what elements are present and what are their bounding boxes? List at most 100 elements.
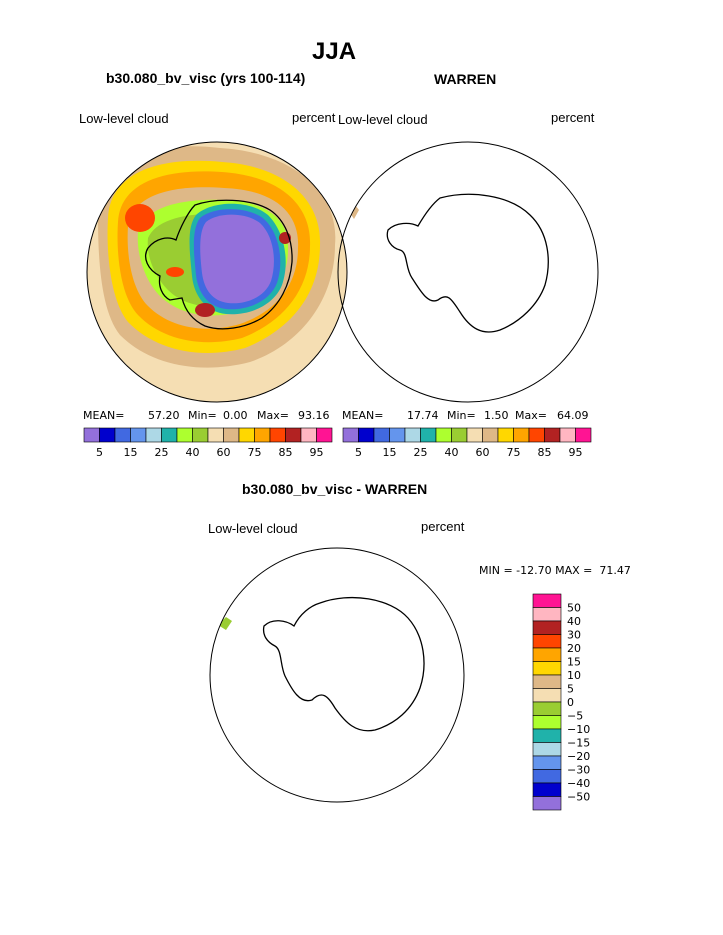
colorbar-swatch — [532, 782, 562, 797]
colorbar-tick-label: 5 — [355, 446, 362, 459]
panel2-min-value: 1.50 — [484, 409, 509, 422]
panel1-units-label: percent — [292, 110, 336, 125]
colorbar-swatch — [358, 427, 375, 443]
colorbar-tick-label: −5 — [567, 710, 583, 723]
colorbar-swatch — [532, 607, 562, 622]
colorbar-swatch — [532, 674, 562, 689]
colorbar-tick-label: 5 — [567, 683, 574, 696]
colorbar-swatch — [192, 427, 209, 443]
colorbar-swatch — [532, 661, 562, 676]
colorbar-swatch — [532, 728, 562, 743]
colorbar-tick-label: 50 — [567, 602, 581, 615]
colorbar-swatch — [238, 427, 255, 443]
colorbar-tick-label: −30 — [567, 764, 590, 777]
panel2-max-label: Max= — [515, 409, 547, 422]
colorbar-swatch — [532, 593, 562, 608]
colorbar-swatch — [404, 427, 421, 443]
panel2-units-label: percent — [551, 110, 595, 125]
colorbar-swatch — [285, 427, 302, 443]
colorbar-tick-label: 15 — [124, 446, 138, 459]
panel2-map — [337, 141, 599, 403]
colorbar-tick-label: 0 — [567, 696, 574, 709]
colorbar-swatch — [532, 715, 562, 730]
colorbar-swatch — [176, 427, 193, 443]
contour-spot-red-2 — [166, 267, 184, 277]
colorbar-swatch — [532, 769, 562, 784]
colorbar-tick-label: −50 — [567, 791, 590, 804]
panel1-max-value: 93.16 — [298, 409, 330, 422]
colorbar-tick-label: 40 — [445, 446, 459, 459]
colorbar-swatch — [269, 427, 286, 443]
panel1-max-label: Max= — [257, 409, 289, 422]
panel1-map — [86, 141, 348, 403]
panel2-min-label: Min= — [447, 409, 476, 422]
colorbar-tick-label: 40 — [186, 446, 200, 459]
colorbar-tick-label: 25 — [414, 446, 428, 459]
colorbar-swatch — [145, 427, 162, 443]
colorbar-swatch — [83, 427, 100, 443]
colorbar-swatch — [513, 427, 530, 443]
panel3-subtitle: b30.080_bv_visc - WARREN — [242, 481, 428, 497]
colorbar-swatch — [223, 427, 240, 443]
colorbar-tick-label: 40 — [567, 615, 581, 628]
colorbar-tick-label: −15 — [567, 737, 590, 750]
colorbar-swatch — [254, 427, 271, 443]
panel3-map — [209, 547, 465, 803]
colorbar-tick-label: 85 — [538, 446, 552, 459]
colorbar-tick-label: 95 — [569, 446, 583, 459]
colorbar-swatch — [451, 427, 468, 443]
colorbar-tick-label: 95 — [310, 446, 324, 459]
colorbar-swatch — [575, 427, 592, 443]
panel1-map-boundary — [86, 141, 348, 403]
colorbar-tick-label: 60 — [476, 446, 490, 459]
panel1-coastline — [145, 199, 293, 330]
colorbar-swatch — [435, 427, 452, 443]
panel1-mean-label: MEAN= — [83, 409, 125, 422]
colorbar-tick-label: 5 — [96, 446, 103, 459]
panel2-contour-patch — [350, 206, 359, 219]
panel1-min-value: 0.00 — [223, 409, 248, 422]
panel2-mean-value: 17.74 — [407, 409, 439, 422]
colorbar-swatch — [99, 427, 116, 443]
colorbar-swatch — [161, 427, 178, 443]
colorbar-swatch — [559, 427, 576, 443]
panel2-variable-label: Low-level cloud — [338, 112, 428, 127]
colorbar-swatch — [316, 427, 333, 443]
colorbar-tick-label: 10 — [567, 669, 581, 682]
contour-spot-red — [125, 204, 155, 232]
colorbar-swatch — [532, 796, 562, 811]
panel1-colorbar: 5 15 25 40 60 75 85 95 — [83, 427, 333, 459]
colorbar-swatch — [373, 427, 390, 443]
colorbar-swatch — [420, 427, 437, 443]
panel2-colorbar: 5 15 25 40 60 75 85 95 — [342, 427, 592, 459]
colorbar-tick-label: 75 — [507, 446, 521, 459]
panel3-units-label: percent — [421, 519, 465, 534]
panel1-contour-fill — [87, 142, 347, 402]
panel2-subtitle: WARREN — [434, 71, 497, 87]
colorbar-swatch — [532, 634, 562, 649]
colorbar-swatch — [532, 647, 562, 662]
panel3-variable-label: Low-level cloud — [208, 521, 298, 536]
colorbar-swatch — [532, 701, 562, 716]
colorbar-tick-label: −20 — [567, 750, 590, 763]
panel2-mean-label: MEAN= — [342, 409, 384, 422]
panel2-coastline — [386, 193, 549, 333]
panel1-min-label: Min= — [188, 409, 217, 422]
colorbar-swatch — [207, 427, 224, 443]
colorbar-swatch — [300, 427, 317, 443]
colorbar-tick-label: −10 — [567, 723, 590, 736]
colorbar-swatch — [532, 755, 562, 770]
panel3-minmax-text: MIN = -12.70 MAX = 71.47 — [479, 564, 631, 577]
colorbar-tick-label: 20 — [567, 642, 581, 655]
panel3-coastline — [262, 596, 425, 732]
colorbar-swatch — [532, 620, 562, 635]
contour-band-purple — [200, 214, 274, 304]
colorbar-tick-label: 15 — [567, 656, 581, 669]
colorbar-swatch — [497, 427, 514, 443]
colorbar-swatch — [130, 427, 147, 443]
panel2-max-value: 64.09 — [557, 409, 589, 422]
panel2-map-boundary — [337, 141, 599, 403]
colorbar-swatch — [528, 427, 545, 443]
